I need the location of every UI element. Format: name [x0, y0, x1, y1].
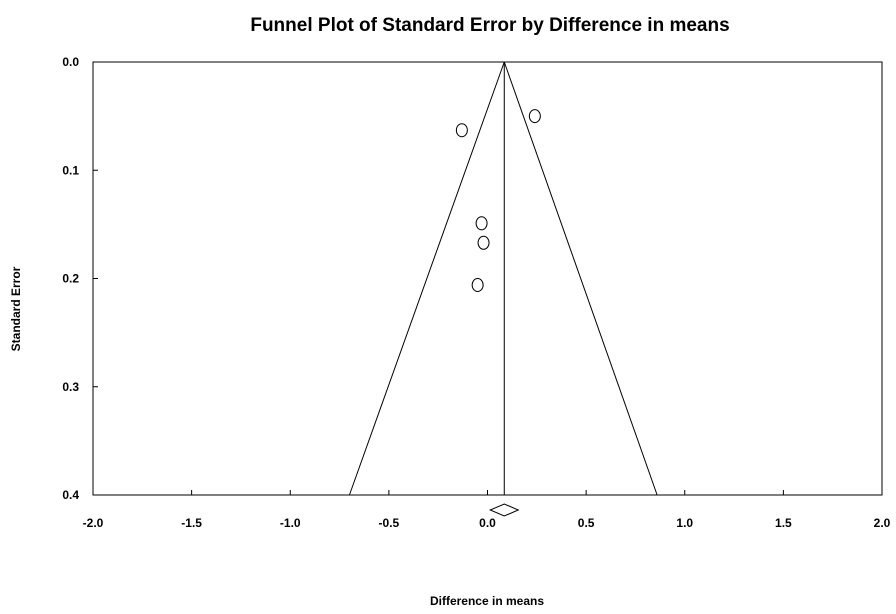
study-point — [475, 216, 488, 231]
study-point — [528, 109, 541, 124]
y-tick-label: 0.1 — [62, 163, 79, 177]
x-tick-label: 1.0 — [676, 516, 693, 530]
x-tick-label: 0.0 — [479, 516, 496, 530]
x-tick-label: 1.5 — [775, 516, 792, 530]
x-axis-label: Difference in means — [430, 594, 544, 608]
y-tick-label: 0.4 — [62, 488, 79, 502]
study-point — [455, 123, 468, 138]
x-tick-label: 2.0 — [874, 516, 891, 530]
y-axis: 0.0 0.1 0.2 0.3 0.4 — [62, 55, 98, 502]
summary-diamond — [488, 503, 520, 517]
x-tick-label: -1.0 — [280, 516, 301, 530]
x-tick-label: -0.5 — [379, 516, 400, 530]
y-tick-label: 0.2 — [62, 272, 79, 286]
x-axis: -2.0 -1.5 -1.0 -0.5 0.0 0.5 1.0 1.5 2.0 — [83, 490, 891, 530]
study-point — [477, 235, 490, 250]
x-tick-label: -1.5 — [181, 516, 202, 530]
study-point — [471, 277, 484, 292]
y-tick-label: 0.3 — [62, 380, 79, 394]
plot-area — [92, 61, 883, 496]
funnel-right-line — [503, 61, 658, 496]
chart-title: Funnel Plot of Standard Error by Differe… — [250, 15, 729, 36]
funnel-left-line — [348, 61, 505, 496]
x-tick-label: -2.0 — [83, 516, 104, 530]
funnel-lines — [348, 61, 658, 517]
x-tick-label: 0.5 — [578, 516, 595, 530]
study-points — [455, 109, 541, 292]
y-tick-label: 0.0 — [62, 55, 79, 69]
y-axis-label: Standard Error — [9, 266, 23, 351]
